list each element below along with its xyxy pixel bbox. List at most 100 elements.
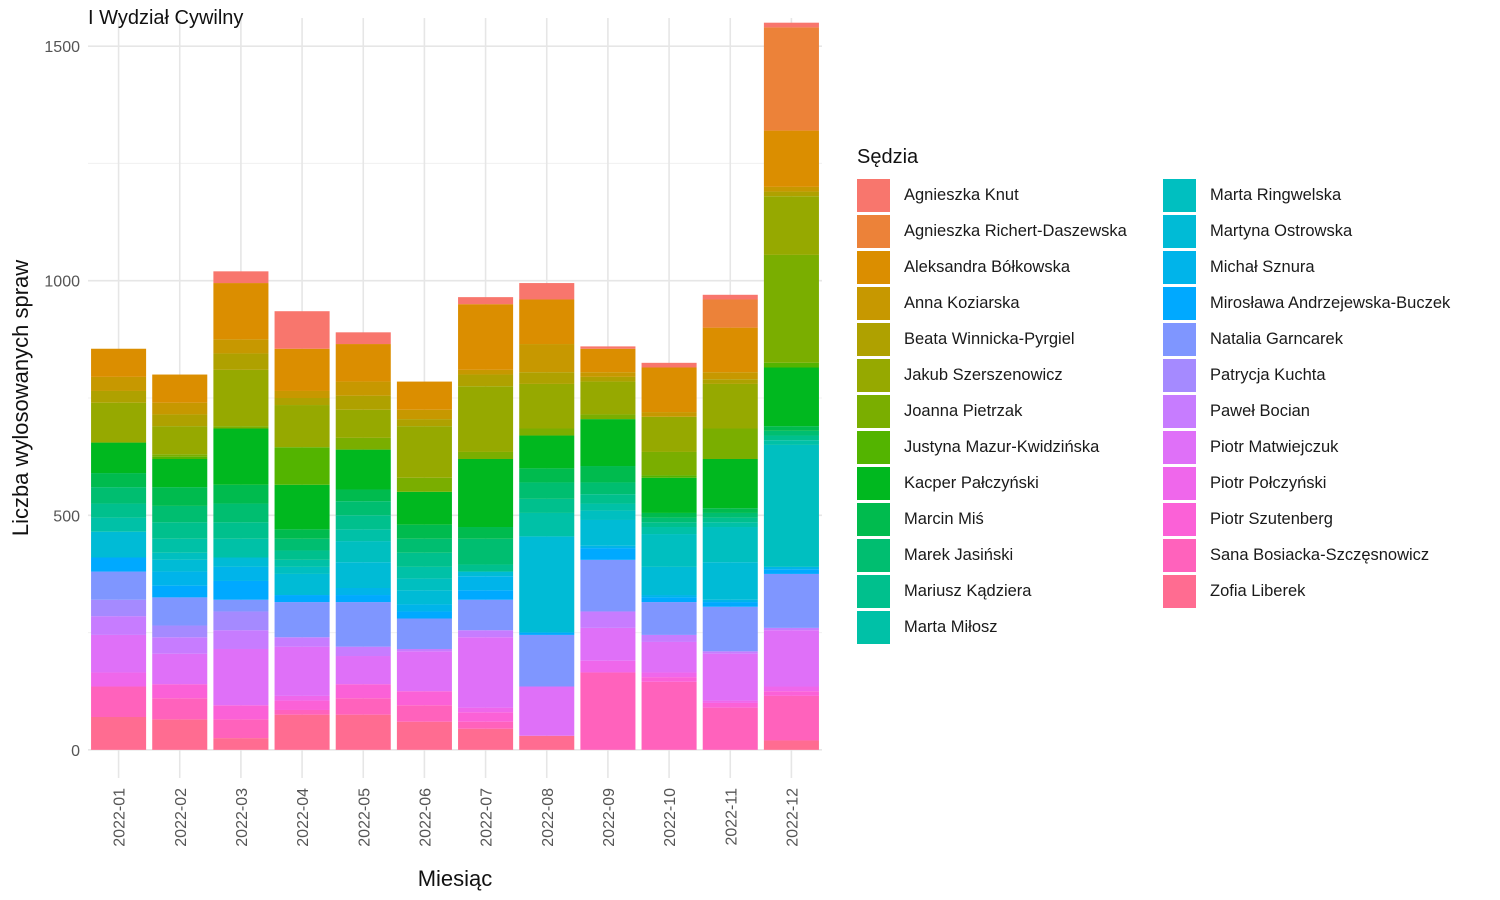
bars — [91, 22, 819, 750]
bar-segment — [335, 501, 391, 516]
bar-segment — [580, 627, 636, 661]
bar-segment — [702, 299, 758, 328]
chart-title: I Wydział Cywilny — [88, 7, 244, 29]
bar-segment — [152, 625, 208, 638]
bar-segment — [274, 700, 330, 710]
bar-segment — [641, 681, 697, 750]
bar-segment — [641, 597, 697, 603]
bar-segment — [274, 709, 330, 715]
legend-label: Joanna Pietrzak — [904, 401, 1023, 420]
bar-segment — [152, 698, 208, 720]
y-tick-label: 1000 — [44, 274, 80, 291]
legend-swatch — [857, 538, 890, 572]
bar-segment — [396, 618, 452, 649]
legend-title: Sędzia — [857, 146, 919, 168]
legend-item: Kacper Pałczyński — [857, 465, 1163, 501]
bar-segment — [458, 590, 514, 600]
bar-segment — [396, 426, 452, 478]
legend-swatch — [1163, 466, 1196, 500]
bar-segment — [580, 559, 636, 612]
bar-segment — [396, 477, 452, 492]
bar-segment — [396, 611, 452, 619]
bar-segment — [335, 541, 391, 563]
bar-segment — [580, 346, 636, 349]
bar-segment — [458, 571, 514, 577]
legend-item: Martyna Ostrowska — [1163, 213, 1450, 249]
bar-segment — [702, 707, 758, 750]
bar-segment — [274, 595, 330, 603]
bar-segment — [763, 22, 819, 28]
legend-label: Paweł Bocian — [1210, 401, 1310, 420]
bar-segment — [702, 606, 758, 652]
bar-segment — [702, 562, 758, 600]
legend-swatch — [857, 178, 890, 212]
bar-segment — [396, 566, 452, 579]
bar-segment — [702, 372, 758, 380]
legend-item: Marek Jasiński — [857, 537, 1163, 573]
bar-segment — [274, 311, 330, 349]
bar-segment — [91, 402, 147, 443]
bar-segment — [702, 458, 758, 509]
bar-segment — [335, 381, 391, 396]
bar-segment — [763, 686, 819, 692]
y-tick-label: 0 — [71, 743, 80, 760]
bar-segment — [641, 451, 697, 476]
legend-item: Piotr Szutenberg — [1163, 501, 1450, 537]
bar-segment — [580, 381, 636, 415]
legend-swatch — [1163, 394, 1196, 428]
bar-segment — [580, 348, 636, 373]
legend-label: Kacper Pałczyński — [904, 473, 1039, 492]
bar-segment — [519, 383, 575, 429]
legend-swatch — [1163, 538, 1196, 572]
bar-segment — [152, 653, 208, 685]
bar-segment — [519, 686, 575, 736]
legend-label: Marcin Miś — [904, 509, 984, 528]
legend-swatch — [857, 250, 890, 284]
bar-segment — [213, 484, 269, 504]
bar-segment — [152, 719, 208, 750]
bar-segment — [702, 512, 758, 518]
bar-segment — [641, 672, 697, 678]
legend-label: Justyna Mazur-Kwidzińska — [904, 437, 1100, 456]
bar-segment — [580, 548, 636, 560]
bar-segment — [458, 721, 514, 729]
bar-segment — [91, 571, 147, 600]
legend-item: Marta Miłosz — [857, 609, 1163, 645]
bar-segment — [213, 522, 269, 539]
bar-segment — [641, 517, 697, 523]
legend-item: Zofia Liberek — [1163, 573, 1450, 609]
bar-segment — [213, 426, 269, 429]
x-tick-label: 2022-06 — [417, 788, 434, 847]
bar-segment — [91, 503, 147, 518]
bar-segment — [396, 552, 452, 567]
y-tick-label: 500 — [53, 508, 80, 525]
bar-segment — [396, 409, 452, 420]
bar-segment — [702, 522, 758, 528]
x-tick-label: 2022-12 — [784, 788, 801, 847]
bar-segment — [763, 440, 819, 445]
bar-segment — [396, 419, 452, 427]
legend-label: Zofia Liberek — [1210, 581, 1306, 600]
bar-segment — [213, 428, 269, 485]
legend-column: Marta Ringwelska Martyna Ostrowska Michał … — [1163, 177, 1450, 645]
x-tick-label: 2022-10 — [662, 788, 679, 847]
bar-segment — [519, 468, 575, 483]
legend-swatch — [857, 466, 890, 500]
bar-segment — [274, 714, 330, 750]
x-axis-title: Miesiąc — [418, 866, 493, 891]
bar-segment — [274, 529, 330, 539]
legend-item: Agnieszka Richert-Daszewska — [857, 213, 1163, 249]
bar-segment — [458, 707, 514, 713]
legend-item: Agnieszka Knut — [857, 177, 1163, 213]
bar-segment — [580, 503, 636, 511]
x-tick-label: 2022-05 — [356, 788, 373, 847]
bar-segment — [763, 367, 819, 427]
bar-segment — [213, 566, 269, 581]
bar-segment — [152, 585, 208, 598]
bar-segment — [396, 381, 452, 410]
bar-segment — [763, 566, 819, 570]
x-tick-label: 2022-07 — [479, 788, 496, 847]
legend-label: Agnieszka Richert-Daszewska — [904, 221, 1127, 240]
bar-segment — [458, 637, 514, 708]
bar-segment — [152, 637, 208, 654]
